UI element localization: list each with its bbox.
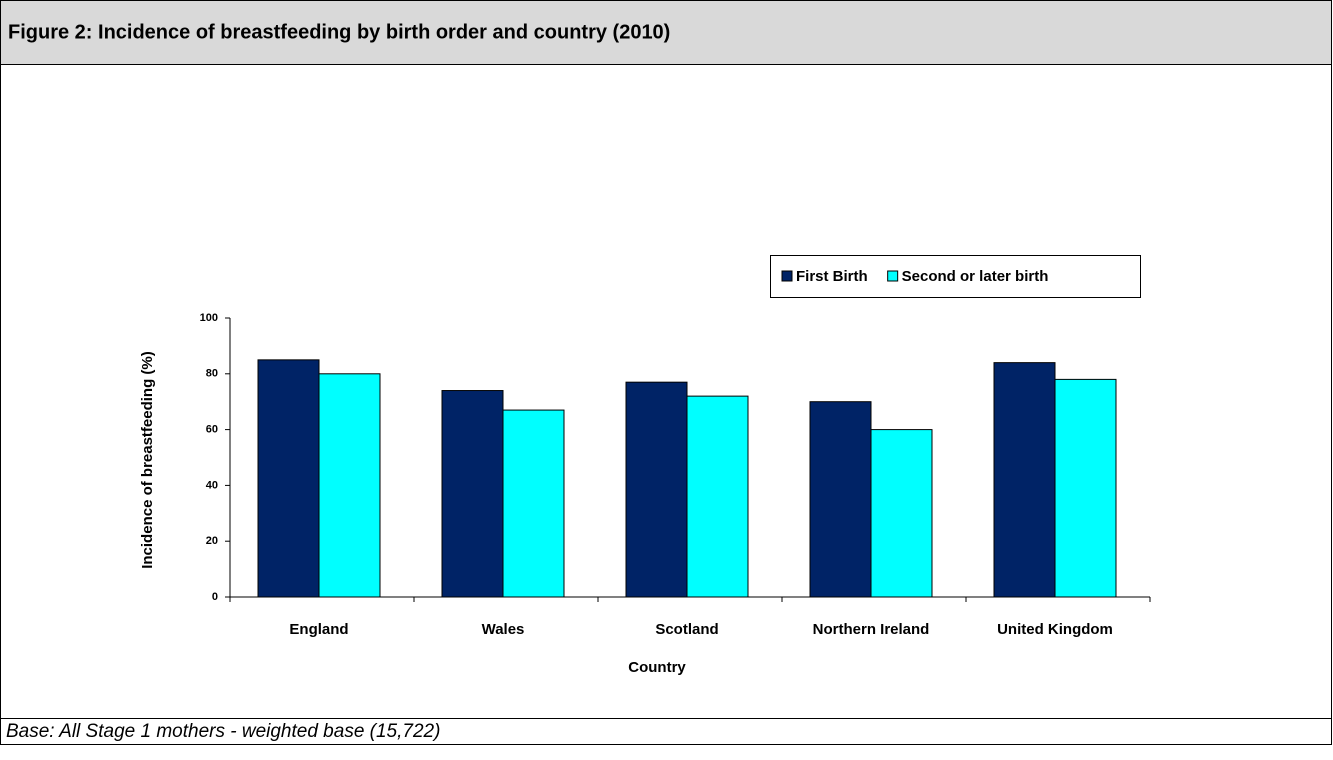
legend-swatch (887, 270, 899, 282)
legend-label: First Birth (796, 268, 868, 285)
y-tick-label: 0 (212, 591, 218, 603)
bar (870, 429, 933, 598)
legend-label: Second or later birth (902, 268, 1049, 285)
x-tick-label: United Kingdom (997, 621, 1113, 638)
bar (1054, 378, 1117, 598)
y-tick-label: 40 (206, 479, 218, 491)
header-band (0, 0, 1332, 65)
y-axis-label: Incidence of breastfeeding (%) (139, 351, 156, 569)
bar (502, 409, 565, 598)
bar (809, 401, 872, 598)
x-tick-label: Wales (482, 621, 525, 638)
note: Base: All Stage 1 mothers - weighted bas… (6, 721, 440, 742)
y-tick-label: 20 (206, 535, 218, 547)
bar (257, 359, 320, 598)
x-tick-label: Scotland (655, 621, 718, 638)
bar (993, 362, 1056, 598)
bar (625, 381, 688, 598)
y-tick-label: 100 (200, 312, 218, 324)
legend-box (770, 255, 1141, 298)
bar (318, 373, 381, 598)
x-tick-label: England (289, 621, 348, 638)
y-tick-label: 60 (206, 424, 218, 436)
chart-title: Figure 2: Incidence of breastfeeding by … (8, 21, 670, 43)
bar (686, 395, 749, 598)
bar (441, 390, 504, 598)
x-axis-label: Country (628, 659, 686, 676)
legend-swatch (781, 270, 793, 282)
frame (0, 0, 1332, 745)
y-tick-label: 80 (206, 368, 218, 380)
x-tick-label: Northern Ireland (813, 621, 930, 638)
